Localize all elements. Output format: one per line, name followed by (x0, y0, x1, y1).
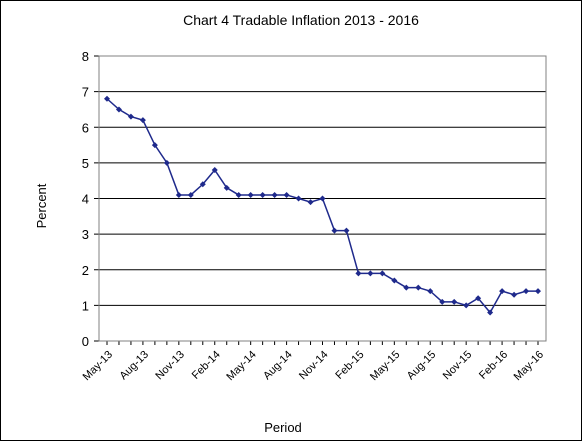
data-point (535, 288, 541, 295)
data-point (319, 195, 326, 202)
x-tick-label: Feb-15 (333, 349, 366, 382)
data-point (139, 117, 146, 124)
x-tick-label: May-14 (224, 349, 258, 383)
x-tick-label: May-16 (512, 349, 546, 383)
x-tick-label: May-13 (81, 349, 115, 383)
data-point (475, 295, 482, 302)
data-point (271, 191, 278, 198)
data-point (283, 191, 290, 198)
x-tick-label: Aug-14 (261, 349, 295, 383)
data-point (415, 284, 422, 291)
data-point (223, 184, 230, 191)
x-tick-label: Feb-14 (190, 349, 223, 382)
data-point (343, 227, 350, 234)
data-point (427, 288, 434, 295)
y-tick-label: 7 (82, 85, 89, 100)
data-point (487, 309, 494, 316)
x-tick-label: Feb-16 (477, 349, 510, 382)
x-tick-label: May-15 (368, 349, 402, 383)
data-point (247, 191, 254, 198)
y-tick-label: 3 (82, 227, 89, 242)
y-tick-label: 5 (82, 156, 89, 171)
data-point (331, 227, 338, 234)
data-point (403, 284, 410, 291)
y-tick-label: 1 (82, 298, 89, 313)
y-tick-label: 4 (82, 192, 89, 207)
data-point (187, 191, 194, 198)
x-tick-labels: May-13 Aug-13 Nov-13 Feb-14 May-14 Aug-14 Nov-… (81, 349, 546, 383)
data-point (175, 191, 182, 198)
y-tick-label: 6 (82, 120, 89, 135)
data-point (451, 298, 458, 305)
y-axis-label: Percent (34, 183, 49, 228)
data-point (259, 191, 266, 198)
y-tick-label: 2 (82, 263, 89, 278)
data-point (391, 277, 398, 284)
y-tick-labels: 0 1 2 3 4 5 6 7 8 (82, 49, 89, 349)
data-point (151, 142, 158, 149)
y-tick-label: 0 (82, 334, 89, 349)
x-tick-label: Nov-13 (153, 349, 187, 383)
data-point (367, 270, 374, 277)
x-tick-label: Aug-13 (117, 349, 151, 383)
data-point (307, 199, 314, 206)
data-point (295, 195, 302, 202)
data-point (127, 113, 134, 120)
x-tick-label: Nov-15 (441, 349, 475, 383)
x-tick-label: Aug-15 (405, 349, 439, 383)
data-point (463, 302, 470, 309)
data-point (355, 270, 362, 277)
y-tick-label: 8 (82, 49, 89, 64)
data-point (439, 298, 446, 305)
chart-title: Chart 4 Tradable Inflation 2013 - 2016 (183, 12, 419, 28)
plot-area (98, 55, 547, 342)
data-point (379, 270, 386, 277)
data-point (511, 291, 518, 298)
series-layer (104, 95, 541, 316)
data-point (235, 191, 242, 198)
data-point (211, 167, 218, 173)
data-point (499, 288, 506, 295)
x-axis-label: Period (264, 420, 302, 435)
data-point (104, 95, 110, 102)
data-point (163, 159, 170, 166)
series-line (106, 98, 538, 314)
data-point (523, 288, 530, 295)
data-point (199, 181, 206, 188)
x-tick-label: Nov-14 (297, 349, 331, 383)
gridlines (94, 55, 546, 345)
data-point (115, 106, 122, 113)
